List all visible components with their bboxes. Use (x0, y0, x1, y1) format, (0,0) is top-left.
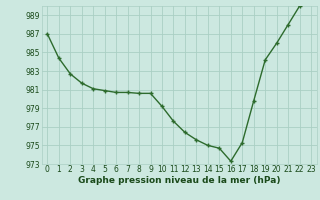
X-axis label: Graphe pression niveau de la mer (hPa): Graphe pression niveau de la mer (hPa) (78, 176, 280, 185)
